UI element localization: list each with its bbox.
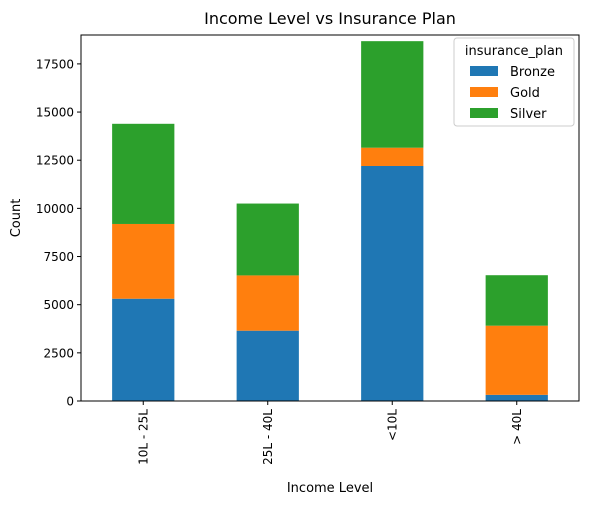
y-tick-label: 7500 bbox=[43, 250, 74, 264]
legend-items: Bronze Gold Silver bbox=[470, 65, 555, 122]
chart-title: Income Level vs Insurance Plan bbox=[204, 9, 456, 28]
y-axis-ticks: 0 2500 5000 7500 10000 12500 15000 17500 bbox=[36, 57, 81, 409]
y-tick-label: 2500 bbox=[43, 346, 74, 360]
bar-bronze-2 bbox=[236, 330, 299, 401]
y-tick-label: 17500 bbox=[36, 57, 74, 71]
bar-bronze-4 bbox=[485, 394, 548, 401]
legend: insurance_plan Bronze Gold Silver bbox=[453, 37, 575, 127]
bar-gold-4 bbox=[485, 325, 548, 395]
legend-label-bronze: Bronze bbox=[510, 65, 555, 80]
bar-gold-3 bbox=[361, 147, 424, 166]
legend-title: insurance_plan bbox=[465, 44, 563, 59]
y-axis-label: Count bbox=[9, 199, 24, 238]
axes-layer bbox=[80, 34, 580, 402]
x-axis-ticks: 10L - 25L 25L - 40L <10L > 40L bbox=[136, 401, 524, 465]
x-tick-label: 10L - 25L bbox=[136, 409, 150, 465]
legend-label-silver: Silver bbox=[510, 107, 547, 122]
legend-label-gold: Gold bbox=[510, 86, 540, 101]
legend-frame bbox=[453, 37, 575, 127]
y-tick-label: 15000 bbox=[36, 106, 74, 120]
bar-bronze-1 bbox=[112, 298, 175, 401]
x-tick-label: <10L bbox=[385, 409, 399, 441]
y-tick-label: 5000 bbox=[43, 298, 74, 312]
bar-gold-2 bbox=[236, 275, 299, 331]
legend-swatch-bronze bbox=[470, 66, 498, 76]
legend-swatch-gold bbox=[470, 87, 498, 97]
bar-silver-2 bbox=[236, 203, 299, 276]
y-tick-label: 12500 bbox=[36, 154, 74, 168]
plot-frame bbox=[80, 34, 580, 402]
y-tick-label: 10000 bbox=[36, 202, 74, 216]
legend-swatch-silver bbox=[470, 108, 498, 118]
bar-bronze-3 bbox=[361, 165, 424, 401]
x-tick-label: 25L - 40L bbox=[261, 409, 275, 465]
bar-silver-3 bbox=[361, 41, 424, 148]
y-tick-label: 0 bbox=[66, 395, 74, 409]
bars-layer bbox=[112, 41, 548, 401]
bar-silver-1 bbox=[112, 123, 175, 224]
x-tick-label: > 40L bbox=[510, 409, 524, 445]
bar-gold-1 bbox=[112, 223, 175, 299]
x-axis-label: Income Level bbox=[287, 481, 373, 496]
bar-silver-4 bbox=[485, 275, 548, 326]
